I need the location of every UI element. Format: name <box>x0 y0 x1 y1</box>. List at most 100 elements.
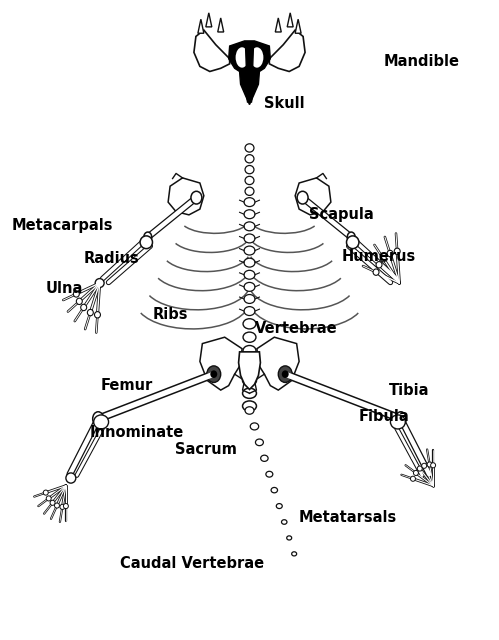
Polygon shape <box>246 46 253 73</box>
Text: Femur: Femur <box>101 378 153 393</box>
Text: Ulna: Ulna <box>46 281 83 296</box>
Polygon shape <box>269 30 305 72</box>
Ellipse shape <box>297 191 308 204</box>
Polygon shape <box>275 18 281 32</box>
Ellipse shape <box>281 520 287 524</box>
Text: Metacarpals: Metacarpals <box>11 218 113 233</box>
Polygon shape <box>198 19 204 33</box>
Ellipse shape <box>207 366 221 383</box>
Ellipse shape <box>140 236 153 248</box>
Polygon shape <box>295 19 301 33</box>
Ellipse shape <box>427 462 432 467</box>
Ellipse shape <box>244 246 255 255</box>
Ellipse shape <box>390 415 405 429</box>
Ellipse shape <box>245 176 254 184</box>
Text: Innominate: Innominate <box>90 426 184 440</box>
Ellipse shape <box>244 307 255 316</box>
Ellipse shape <box>243 346 256 356</box>
Ellipse shape <box>244 282 255 291</box>
Ellipse shape <box>244 258 255 267</box>
Ellipse shape <box>346 236 359 248</box>
Text: Mandible: Mandible <box>383 54 460 69</box>
Ellipse shape <box>76 298 82 305</box>
Ellipse shape <box>63 504 68 509</box>
Ellipse shape <box>236 47 249 68</box>
Ellipse shape <box>243 376 256 386</box>
Ellipse shape <box>260 455 268 461</box>
Ellipse shape <box>94 415 109 429</box>
Ellipse shape <box>94 312 100 318</box>
Text: Metatarsals: Metatarsals <box>299 510 397 525</box>
Ellipse shape <box>43 490 48 495</box>
Ellipse shape <box>244 198 255 207</box>
Ellipse shape <box>411 476 416 481</box>
Ellipse shape <box>93 412 104 426</box>
Ellipse shape <box>60 504 65 509</box>
Ellipse shape <box>244 210 255 219</box>
Text: Humerus: Humerus <box>341 249 416 264</box>
Ellipse shape <box>244 294 255 303</box>
Ellipse shape <box>395 412 406 426</box>
Text: Caudal Vertebrae: Caudal Vertebrae <box>120 556 264 571</box>
Ellipse shape <box>243 388 256 398</box>
Ellipse shape <box>266 471 273 477</box>
Ellipse shape <box>376 262 382 268</box>
Ellipse shape <box>417 466 422 471</box>
Ellipse shape <box>66 473 76 483</box>
Ellipse shape <box>380 255 386 262</box>
Ellipse shape <box>95 278 104 287</box>
Ellipse shape <box>387 250 393 257</box>
Ellipse shape <box>244 222 255 231</box>
Ellipse shape <box>244 234 255 243</box>
Polygon shape <box>206 13 212 27</box>
Ellipse shape <box>46 496 51 501</box>
Ellipse shape <box>278 366 292 383</box>
Ellipse shape <box>73 291 79 297</box>
Text: Tibia: Tibia <box>388 383 429 397</box>
Polygon shape <box>239 352 260 390</box>
Polygon shape <box>245 83 254 102</box>
Ellipse shape <box>347 232 355 243</box>
Ellipse shape <box>245 166 254 173</box>
Ellipse shape <box>250 423 258 430</box>
Ellipse shape <box>287 536 292 540</box>
Ellipse shape <box>243 332 256 342</box>
Ellipse shape <box>276 504 282 509</box>
Polygon shape <box>168 178 204 215</box>
Ellipse shape <box>271 488 277 493</box>
Text: Scapula: Scapula <box>309 207 374 222</box>
Polygon shape <box>257 337 299 390</box>
Ellipse shape <box>431 463 436 468</box>
Ellipse shape <box>250 47 263 68</box>
Ellipse shape <box>144 232 152 243</box>
Ellipse shape <box>422 463 427 468</box>
Ellipse shape <box>245 187 254 195</box>
Ellipse shape <box>245 407 254 414</box>
Text: Fibula: Fibula <box>359 410 409 424</box>
Ellipse shape <box>255 439 263 445</box>
Ellipse shape <box>210 371 217 378</box>
Text: Vertebrae: Vertebrae <box>254 321 337 337</box>
Polygon shape <box>218 18 224 32</box>
Text: Sacrum: Sacrum <box>175 442 237 458</box>
Ellipse shape <box>243 401 256 411</box>
Ellipse shape <box>394 248 400 255</box>
Polygon shape <box>287 13 293 27</box>
Ellipse shape <box>414 470 418 476</box>
Polygon shape <box>200 337 242 390</box>
Polygon shape <box>229 41 270 104</box>
Text: Ribs: Ribs <box>153 307 188 323</box>
Ellipse shape <box>191 191 202 204</box>
Ellipse shape <box>81 304 87 310</box>
Ellipse shape <box>373 269 379 275</box>
Text: Skull: Skull <box>264 96 305 111</box>
Ellipse shape <box>87 309 93 316</box>
Ellipse shape <box>244 270 255 279</box>
Ellipse shape <box>292 552 296 556</box>
Ellipse shape <box>243 359 256 369</box>
Polygon shape <box>194 30 230 72</box>
Ellipse shape <box>54 503 59 508</box>
Polygon shape <box>295 178 331 215</box>
Ellipse shape <box>245 155 254 163</box>
Text: Radius: Radius <box>83 251 139 266</box>
